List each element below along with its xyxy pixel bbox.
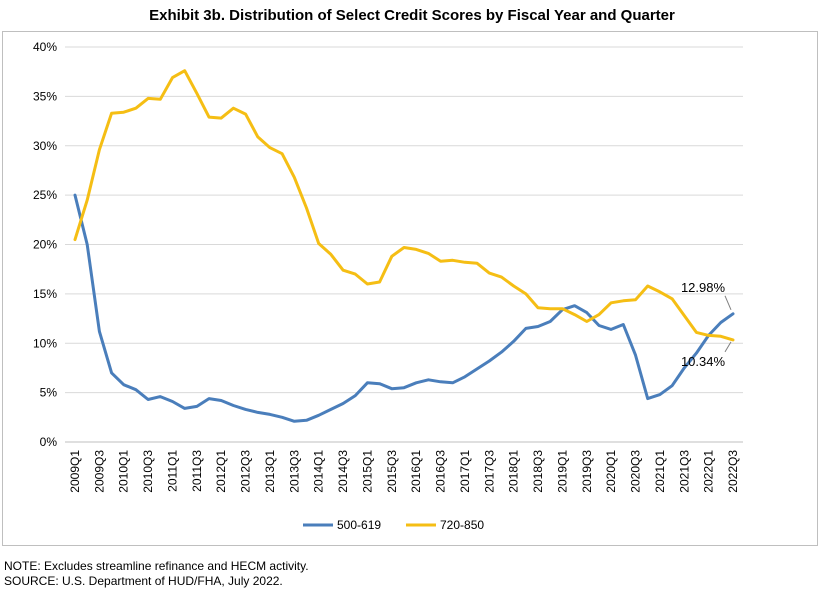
x-tick-label: 2010Q3	[141, 450, 155, 493]
x-tick-label: 2015Q3	[385, 450, 399, 493]
y-axis: 0% 5% 10% 15% 20% 25% 30% 35% 40%	[33, 40, 57, 449]
x-tick-label: 2017Q3	[482, 450, 496, 493]
series-line-720-850	[73, 69, 735, 342]
chart-title: Exhibit 3b. Distribution of Select Credi…	[149, 7, 675, 24]
x-tick-label: 2019Q1	[555, 450, 569, 493]
y-tick-label: 25%	[33, 188, 57, 202]
end-label-500-619: 12.98%	[681, 280, 726, 295]
x-tick-label: 2019Q3	[580, 450, 594, 493]
series-line-500-619	[73, 193, 735, 423]
x-tick-label: 2022Q3	[726, 450, 740, 493]
chart-frame: 0% 5% 10% 15% 20% 25% 30% 35% 40% 2009Q1 2009Q3 20…	[2, 31, 818, 546]
x-tick-label: 2016Q1	[409, 450, 423, 493]
x-tick-label: 2015Q1	[360, 450, 374, 493]
end-labels: 12.98% 10.34%	[681, 280, 732, 369]
x-tick-label: 2020Q1	[604, 450, 618, 493]
y-tick-label: 35%	[33, 89, 57, 103]
x-tick-label: 2017Q1	[458, 450, 472, 493]
x-tick-label: 2009Q3	[92, 450, 106, 493]
x-tick-label: 2021Q1	[653, 450, 667, 493]
legend-label-720-850: 720-850	[440, 518, 484, 532]
y-tick-label: 5%	[40, 386, 58, 400]
x-tick-label: 2014Q3	[336, 450, 350, 493]
x-tick-label: 2011Q1	[165, 450, 179, 492]
x-tick-label: 2012Q1	[214, 450, 228, 493]
y-tick-label: 40%	[33, 40, 57, 54]
x-tick-label: 2021Q3	[677, 450, 691, 493]
x-tick-label: 2013Q1	[263, 450, 277, 493]
y-tick-label: 10%	[33, 336, 57, 350]
y-tick-label: 20%	[33, 238, 57, 252]
x-tick-label: 2020Q3	[629, 450, 643, 493]
gridlines	[65, 46, 743, 443]
x-tick-label: 2011Q3	[190, 450, 204, 492]
line-chart: 0%5%10%15%20%25%30%35%40% 2009Q1 2009Q3 20…	[33, 40, 743, 532]
legend: 500-619 720-850	[303, 518, 484, 532]
x-tick-label: 2013Q3	[287, 450, 301, 493]
y-tick-label: 15%	[33, 287, 57, 301]
legend-label-500-619: 500-619	[337, 518, 381, 532]
x-tick-label: 2009Q1	[68, 450, 82, 493]
y-tick-label: 30%	[33, 139, 57, 153]
x-axis: 2009Q1 2009Q3 2010Q1 2010Q3 2011Q1 2011Q3 2012…	[68, 450, 740, 493]
y-tick-label: 0%	[40, 435, 58, 449]
x-tick-label: 2022Q1	[702, 450, 716, 493]
x-tick-label: 2010Q1	[117, 450, 131, 493]
end-label-720-850: 10.34%	[681, 354, 726, 369]
x-tick-label: 2018Q1	[507, 450, 521, 493]
x-tick-label: 2016Q3	[434, 450, 448, 493]
leader-line	[724, 295, 732, 311]
leader-line	[724, 341, 732, 353]
x-tick-label: 2014Q1	[312, 450, 326, 493]
series-lines	[73, 69, 735, 423]
x-tick-label: 2012Q3	[239, 450, 253, 493]
footnote-source: SOURCE: U.S. Department of HUD/FHA, July…	[4, 574, 283, 588]
footnote-note: NOTE: Excludes streamline refinance and …	[4, 559, 309, 573]
x-tick-label: 2018Q3	[531, 450, 545, 493]
